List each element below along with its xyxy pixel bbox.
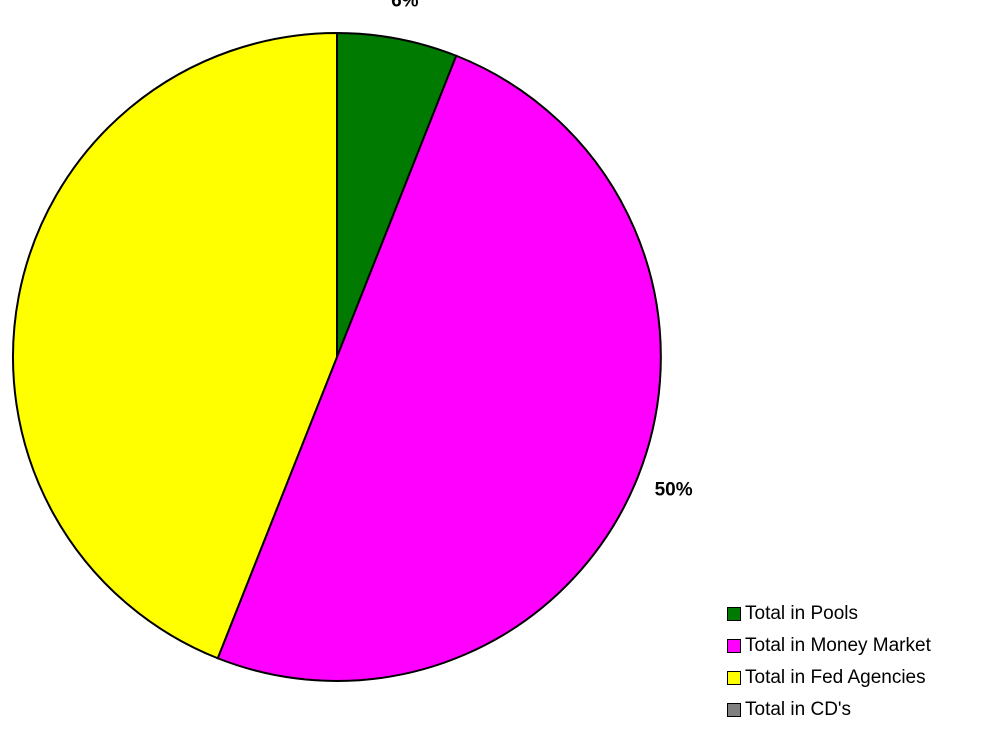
legend-label: Total in Money Market xyxy=(745,635,931,656)
pie-data-label: 50% xyxy=(655,479,693,500)
legend-swatch xyxy=(727,639,741,653)
pie-data-labels: 6% 50% 44% xyxy=(0,0,693,500)
legend-swatch xyxy=(727,703,741,717)
legend-item: Total in Pools xyxy=(727,598,931,630)
legend-item: Total in Fed Agencies xyxy=(727,662,931,694)
legend-label: Total in Fed Agencies xyxy=(745,667,926,688)
pie-data-label: 44% xyxy=(0,278,1,299)
legend-swatch xyxy=(727,671,741,685)
legend-swatch xyxy=(727,607,741,621)
legend-label: Total in CD's xyxy=(745,699,852,720)
legend-item: Total in CD's xyxy=(727,694,931,726)
legend: Total in Pools Total in Money Market Tot… xyxy=(727,598,931,726)
pie-data-label: 6% xyxy=(391,0,419,11)
legend-item: Total in Money Market xyxy=(727,630,931,662)
legend-label: Total in Pools xyxy=(745,603,859,624)
pie-slice xyxy=(336,31,458,358)
pie-slice xyxy=(11,31,338,660)
pie-slices xyxy=(11,31,662,682)
pie-slice xyxy=(216,54,662,682)
